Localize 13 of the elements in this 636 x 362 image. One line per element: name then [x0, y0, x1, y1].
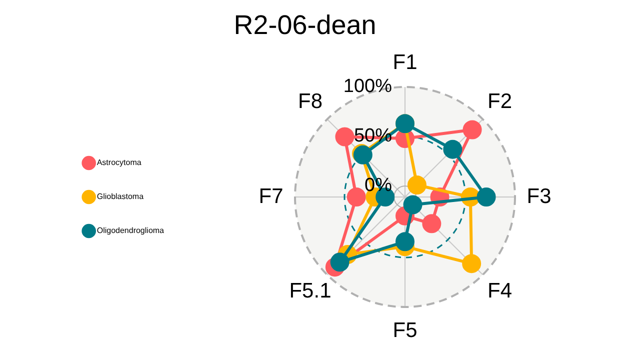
- spoke-label: F2: [487, 90, 512, 114]
- chart-title: R2-06-dean: [232, 10, 378, 41]
- legend-label: Astrocytoma: [96, 158, 142, 168]
- legend-label: Glioblastoma: [96, 192, 144, 202]
- legend-label: Oligodendroglioma: [96, 226, 165, 236]
- spoke-label: F5: [392, 318, 418, 342]
- spoke-label: F4: [487, 280, 512, 303]
- spoke-label: F1: [392, 50, 418, 74]
- spoke-label: F5.1: [289, 280, 332, 303]
- y-tick-label: 100%: [343, 76, 392, 98]
- spoke-label: F8: [298, 90, 323, 114]
- spoke-label: F7: [258, 184, 284, 208]
- spoke-label: F3: [526, 184, 552, 208]
